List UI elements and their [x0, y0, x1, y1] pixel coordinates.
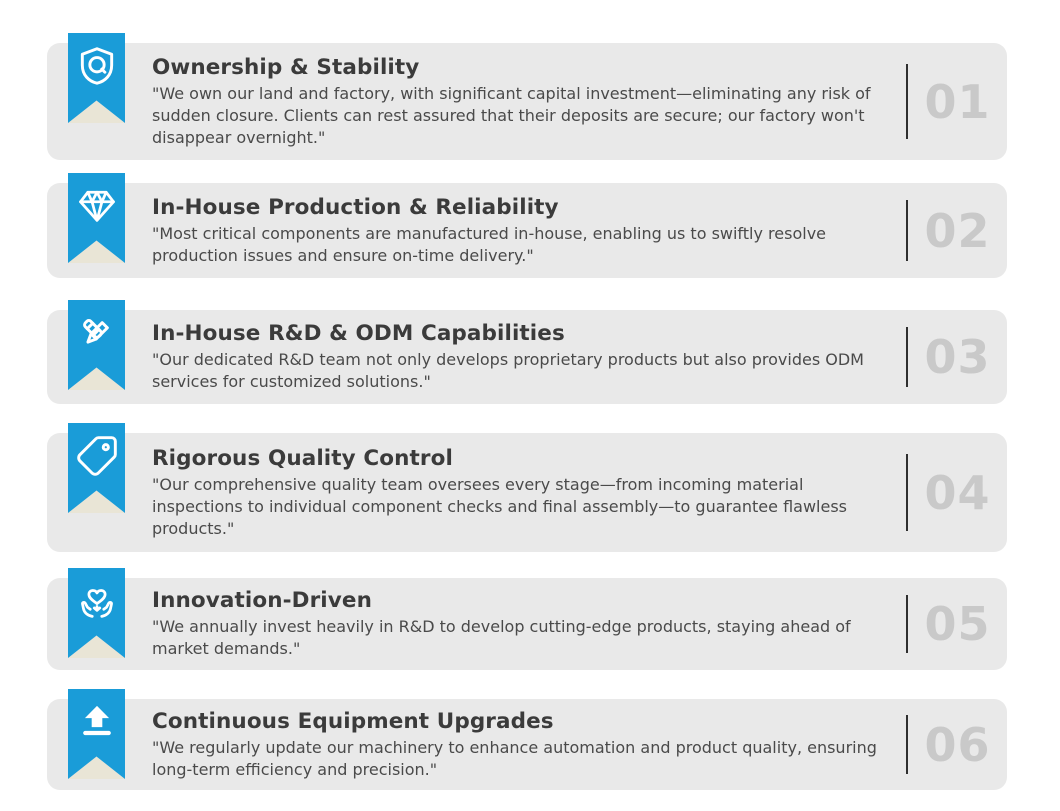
card-body: "We annually invest heavily in R&D to de… [152, 617, 851, 658]
vertical-divider [906, 454, 908, 531]
card-number: 04 [924, 465, 991, 520]
card-text: Continuous Equipment Upgrades "We regula… [47, 703, 906, 787]
feature-card-list: Ownership & Stability "We own our land a… [47, 33, 1007, 790]
feature-card-rnd: In-House R&D & ODM Capabilities "Our ded… [47, 300, 1007, 404]
card-title: Continuous Equipment Upgrades [152, 708, 554, 734]
feature-card-quality: Rigorous Quality Control "Our comprehens… [47, 423, 1007, 552]
card-title: In-House Production & Reliability [152, 194, 559, 220]
feature-card-ownership: Ownership & Stability "We own our land a… [47, 33, 1007, 160]
card-title: Ownership & Stability [152, 54, 420, 80]
card-text: Innovation-Driven "We annually invest he… [47, 582, 906, 666]
card-body: "We regularly update our machinery to en… [152, 737, 877, 779]
crossed-pencils-icon [82, 319, 109, 344]
card-number: 02 [924, 203, 991, 258]
card-number-column: 06 [906, 699, 1007, 790]
vertical-divider [906, 200, 908, 261]
card-number-column: 01 [906, 43, 1007, 160]
feature-card-production: In-House Production & Reliability "Most … [47, 173, 1007, 278]
card-text: Rigorous Quality Control "Our comprehens… [47, 440, 906, 546]
card-number: 05 [924, 597, 991, 651]
vertical-divider [906, 594, 908, 654]
ribbon-badge [68, 423, 125, 513]
ribbon-badge [68, 689, 125, 779]
card-number-column: 02 [906, 183, 1007, 278]
hands-heart-icon [80, 589, 113, 618]
card-text: In-House Production & Reliability "Most … [47, 189, 906, 273]
card-body: "Our dedicated R&D team not only develop… [152, 350, 864, 391]
vertical-divider [906, 326, 908, 388]
vertical-divider [906, 64, 908, 139]
card-number: 06 [924, 717, 991, 772]
card-number-column: 03 [906, 310, 1007, 404]
vertical-divider [906, 715, 908, 774]
shield-quality-icon [80, 47, 113, 85]
card-text: Ownership & Stability "We own our land a… [47, 49, 906, 155]
card-title: Innovation-Driven [152, 588, 372, 613]
card-number-column: 05 [906, 578, 1007, 670]
feature-card-equipment: Continuous Equipment Upgrades "We regula… [47, 689, 1007, 790]
card-title: Rigorous Quality Control [152, 445, 453, 471]
card-text: In-House R&D & ODM Capabilities "Our ded… [47, 315, 906, 399]
card-body: "Most critical components are manufactur… [152, 223, 827, 265]
card-number: 03 [924, 330, 991, 384]
diamond-icon [78, 190, 115, 222]
ribbon-badge [68, 173, 125, 263]
price-tag-icon [76, 436, 117, 476]
card-body: "We own our land and factory, with signi… [152, 83, 871, 147]
feature-card-innovation: Innovation-Driven "We annually invest he… [47, 568, 1007, 670]
ribbon-flag [68, 33, 125, 123]
card-number-column: 04 [906, 433, 1007, 552]
card-title: In-House R&D & ODM Capabilities [152, 321, 565, 346]
card-number: 01 [924, 74, 991, 129]
ribbon-badge [68, 300, 125, 390]
upload-arrow-icon [82, 705, 111, 736]
ribbon-badge [68, 568, 125, 658]
card-body: "Our comprehensive quality team oversees… [152, 474, 848, 538]
ribbon-badge [68, 33, 125, 123]
